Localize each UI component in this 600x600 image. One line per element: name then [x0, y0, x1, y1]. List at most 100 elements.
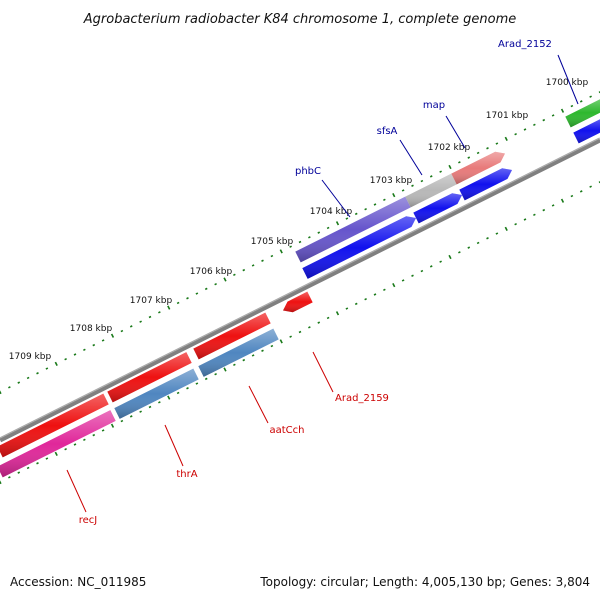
inner-ruler-tick [335, 311, 340, 316]
ruler-tick-label: 1706 kbp [190, 267, 233, 277]
outer-ruler-tick [326, 226, 330, 230]
inner-ruler-tick [0, 480, 2, 485]
map-leader-line [445, 115, 466, 149]
inner-ruler-tick [495, 232, 499, 235]
outer-ruler-tick [64, 357, 67, 361]
inner-ruler-tick [26, 466, 30, 470]
gene-sfsA-shading [405, 173, 457, 208]
outer-ruler-tick [73, 353, 77, 356]
outer-ruler-tick [26, 376, 30, 380]
inner-ruler-tick [120, 419, 124, 423]
outer-ruler-tick [373, 203, 377, 206]
outer-ruler-tick [261, 259, 264, 262]
genome-summary-text: Topology: circular; Length: 4,005,130 bp… [259, 575, 590, 589]
outer-ruler-tick [458, 161, 461, 164]
inner-ruler-tick [354, 302, 358, 306]
inner-ruler-tick [233, 363, 236, 367]
gene-label-Arad_2152[interactable]: Arad_2152 [498, 39, 552, 50]
outer-ruler-tick [560, 108, 565, 113]
outer-ruler-tick [589, 95, 592, 98]
inner-ruler-tick [345, 307, 349, 310]
ruler-tick-label: 1703 kbp [370, 176, 413, 186]
outer-ruler-tick [129, 325, 133, 328]
ruler-tick-label: 1707 kbp [130, 296, 173, 306]
inner-ruler-tick [110, 423, 115, 428]
outer-ruler-tick [467, 156, 471, 159]
outer-ruler-tick [270, 254, 274, 258]
gene-aatCch-upper-shading [193, 312, 271, 360]
inner-ruler-tick [214, 372, 217, 376]
outer-ruler-tick [579, 100, 583, 103]
gene-label-map[interactable]: map [423, 100, 445, 111]
inner-ruler-tick [411, 274, 414, 277]
inner-ruler-tick [486, 237, 489, 240]
outer-ruler-tick [233, 273, 236, 277]
inner-ruler-tick [92, 433, 96, 437]
gene-label-Arad_2159[interactable]: Arad_2159 [335, 393, 389, 404]
gene-label-aatCch[interactable]: aatCch [270, 425, 305, 436]
inner-ruler-tick [251, 354, 255, 357]
ruler-tick-label: 1700 kbp [546, 78, 589, 88]
inner-ruler-tick [148, 405, 152, 409]
inner-ruler-tick [542, 208, 546, 212]
inner-ruler-tick [392, 282, 396, 288]
outer-ruler-tick [83, 348, 86, 352]
gene-label-phbC[interactable]: phbC [295, 166, 321, 177]
cds-Arad_2152-shading [573, 119, 600, 144]
feature-tracks [0, 99, 600, 478]
outer-ruler-tick [533, 123, 536, 127]
inner-ruler-tick [54, 451, 58, 457]
inner-ruler-tick [514, 222, 517, 226]
gene-map-shading [451, 151, 505, 185]
cds-map-shading [459, 168, 512, 201]
outer-ruler-tick [17, 381, 21, 384]
outer-ruler-tick [214, 282, 217, 286]
gene-label-sfsA[interactable]: sfsA [377, 126, 398, 137]
inner-ruler-tick [448, 254, 452, 260]
gene-recJ-shading [0, 410, 116, 478]
outer-ruler-tick [439, 170, 442, 173]
ruler-tick-label: 1702 kbp [428, 143, 471, 153]
inner-ruler-tick [439, 260, 442, 263]
outer-ruler-tick [279, 249, 283, 254]
outer-ruler-tick [364, 207, 367, 211]
genome-backbone [0, 137, 600, 443]
inner-ruler-tick [560, 198, 565, 203]
outer-ruler-tick [110, 333, 115, 338]
outer-ruler-tick [317, 231, 321, 234]
outer-ruler-tick [176, 301, 180, 305]
gene-Arad_2152-shading [565, 99, 600, 128]
outer-ruler-tick [486, 147, 489, 150]
ruler-labels: 1700 kbp 1701 kbp 1702 kbp 1703 kbp 1704 kbp… [9, 78, 589, 362]
aatCch-leader-line [248, 385, 269, 424]
ruler-tick-label: 1705 kbp [251, 237, 294, 247]
gene-label-thrA[interactable]: thrA [176, 469, 197, 480]
Arad_2159-leader-line [312, 351, 334, 393]
inner-ruler-tick [570, 194, 574, 198]
map-title: Agrobacterium radiobacter K84 chromosome… [83, 12, 516, 27]
inner-ruler-tick [279, 339, 283, 344]
gene-thrA-shading [114, 368, 199, 419]
gene-Arad_2159-shading [283, 291, 313, 313]
outer-ruler-tick [514, 132, 517, 136]
inner-ruler-tick [364, 297, 367, 301]
inner-ruler-tick [64, 447, 67, 451]
inner-ruler-tick [36, 462, 39, 465]
inner-ruler-tick [101, 429, 105, 432]
gene-label-recJ[interactable]: recJ [79, 515, 98, 526]
outer-ruler-tick [411, 184, 414, 187]
ruler-tick-label: 1701 kbp [486, 111, 529, 121]
inner-ruler-tick [186, 387, 189, 390]
inner-ruler-tick [129, 415, 133, 418]
outer-ruler-tick [383, 198, 386, 202]
inner-ruler-tick [261, 349, 264, 352]
inner-ruler-tick [223, 367, 227, 372]
outer-ruler-tick [420, 179, 424, 183]
thrA-leader-line [164, 424, 184, 467]
genome-backbone-highlight [0, 137, 600, 439]
inner-ruler-tick [270, 344, 274, 348]
inner-ruler [0, 181, 600, 485]
outer-ruler-tick [570, 104, 574, 108]
